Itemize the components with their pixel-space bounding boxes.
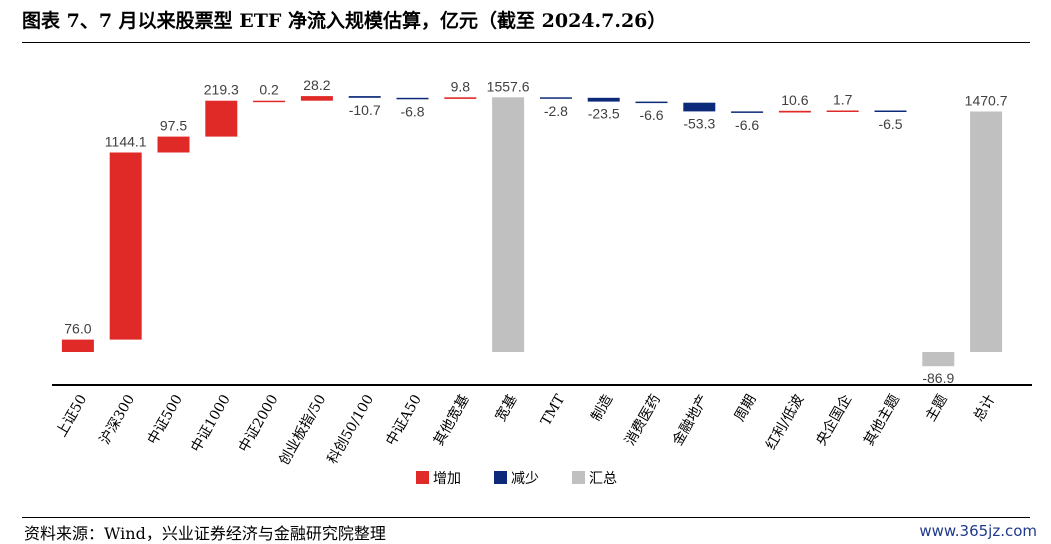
bar-8 — [396, 97, 429, 100]
value-labels-group: 76.0 1144.1 97.5 219.3 0.2 28.2 -10.7 -6.8 9.8 15… — [64, 77, 1007, 386]
legend-swatch-increase — [416, 471, 429, 484]
value-label-12: -23.5 — [588, 106, 620, 122]
bar-11 — [539, 97, 572, 99]
value-label-11: -2.8 — [544, 103, 568, 119]
value-label-13: -6.6 — [639, 107, 663, 123]
value-label-8: -6.8 — [400, 103, 424, 119]
bar-14 — [683, 102, 716, 112]
category-label-17: 央企国企 — [812, 392, 855, 449]
category-label-5: 中证2000 — [236, 392, 282, 455]
legend-swatch-decrease — [494, 471, 507, 484]
category-label-13: 消费医药 — [622, 392, 664, 448]
bar-10 — [492, 97, 525, 352]
category-label-14: 金融地产 — [670, 392, 712, 448]
category-label-20: 总计 — [971, 392, 999, 424]
value-label-19: -86.9 — [922, 370, 954, 386]
title-divider — [22, 42, 1030, 43]
value-label-18: -6.5 — [878, 116, 902, 132]
bar-16 — [778, 110, 811, 113]
bar-5 — [253, 100, 286, 103]
value-label-15: -6.6 — [735, 117, 759, 133]
category-label-1: 上证50 — [54, 392, 91, 440]
category-label-4: 中证1000 — [188, 392, 234, 455]
legend: 增加 减少 汇总 — [416, 471, 617, 487]
value-label-3: 97.5 — [160, 118, 187, 134]
value-label-16: 10.6 — [781, 92, 808, 108]
category-label-12: 制造 — [588, 392, 616, 424]
value-label-14: -53.3 — [683, 115, 715, 131]
category-label-16: 红利/低波 — [763, 392, 807, 453]
source-note: 资料来源：Wind，兴业证券经济与金融研究院整理 — [24, 524, 386, 543]
value-label-4: 219.3 — [204, 82, 239, 98]
category-label-11: TMT — [538, 391, 569, 428]
category-label-19: 主题 — [923, 392, 951, 424]
value-label-5: 0.2 — [259, 82, 279, 98]
value-label-7: -10.7 — [349, 102, 381, 118]
bar-12 — [587, 97, 620, 102]
value-label-2: 1144.1 — [105, 134, 147, 150]
category-label-3: 中证500 — [145, 392, 186, 447]
category-label-2: 沪深300 — [97, 392, 138, 447]
bars-group — [61, 96, 1003, 367]
bar-19 — [922, 352, 955, 367]
watermark: www.365jz.com — [919, 522, 1037, 540]
category-label-10: 宽基 — [492, 392, 521, 425]
category-labels-group: 上证50 沪深300 中证500 中证1000 中证2000创业板指/50科创50/10… — [54, 391, 999, 468]
value-label-1: 76.0 — [64, 321, 91, 337]
bar-17 — [826, 110, 859, 112]
value-label-20: 1470.7 — [965, 93, 1008, 109]
category-label-15: 周期 — [732, 392, 760, 424]
bar-15 — [731, 111, 764, 113]
chart-title: 图表 7、7 月以来股票型 ETF 净流入规模估算，亿元（截至 2024.7.2… — [22, 10, 667, 32]
bar-1 — [61, 339, 94, 352]
category-label-6: 创业板指/50 — [276, 392, 329, 468]
legend-label-decrease: 减少 — [511, 471, 539, 487]
bar-18 — [874, 110, 907, 112]
value-label-6: 28.2 — [303, 77, 330, 93]
waterfall-chart: 76.0 1144.1 97.5 219.3 0.2 28.2 -10.7 -6.8 9.8 15… — [52, 77, 1032, 487]
value-label-9: 9.8 — [451, 78, 471, 94]
bar-20 — [970, 111, 1003, 352]
category-label-7: 科创50/100 — [325, 392, 377, 467]
legend-label-total: 汇总 — [589, 471, 617, 487]
bar-9 — [444, 97, 477, 99]
category-label-9: 其他宽基 — [430, 392, 473, 449]
bar-13 — [635, 101, 668, 104]
value-label-17: 1.7 — [833, 92, 853, 108]
bar-2 — [109, 152, 142, 340]
bar-3 — [157, 136, 190, 153]
legend-label-increase: 增加 — [433, 471, 461, 487]
legend-swatch-total — [572, 471, 585, 484]
category-label-18: 其他主题 — [861, 392, 903, 448]
bar-4 — [205, 100, 238, 137]
bar-7 — [348, 96, 381, 98]
bar-6 — [300, 96, 333, 101]
category-label-8: 中证A50 — [383, 392, 425, 448]
footer-divider — [22, 517, 1030, 518]
value-label-10: 1557.6 — [487, 78, 530, 94]
